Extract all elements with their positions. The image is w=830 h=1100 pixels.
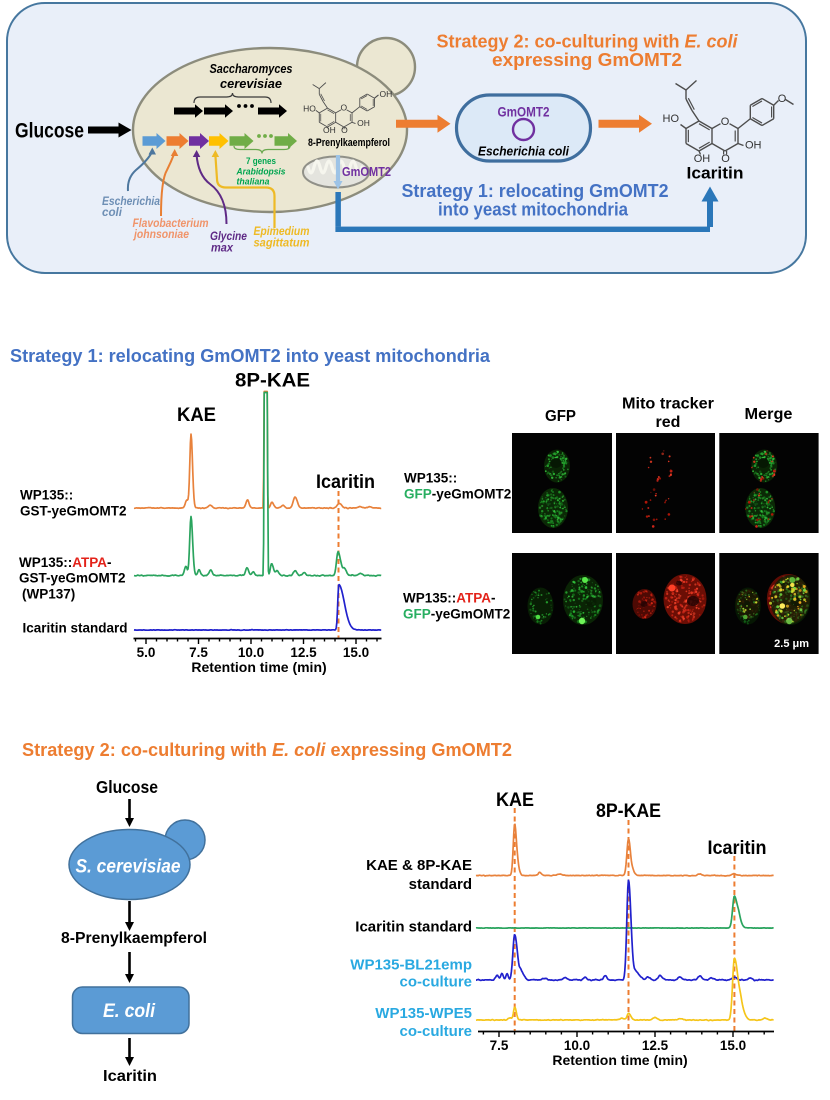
- svg-text:OH: OH: [694, 153, 711, 165]
- svg-text:7.5: 7.5: [189, 645, 208, 660]
- svg-text:Icaritin: Icaritin: [687, 164, 744, 183]
- svg-text:Glucose: Glucose: [96, 777, 158, 797]
- svg-text:7 genes: 7 genes: [246, 156, 276, 166]
- svg-text:E. coli: E. coli: [103, 1000, 156, 1022]
- svg-text:GST-yeGmOMT2: GST-yeGmOMT2: [19, 571, 126, 586]
- svg-text:Icaritin: Icaritin: [103, 1068, 157, 1085]
- svg-text:Glucose: Glucose: [15, 120, 84, 143]
- svg-text:S. cerevisiae: S. cerevisiae: [76, 857, 181, 878]
- svg-text:GFP-yeGmOMT2: GFP-yeGmOMT2: [404, 486, 511, 501]
- svg-text:cerevisiae: cerevisiae: [220, 76, 282, 91]
- svg-text:5.0: 5.0: [137, 645, 156, 660]
- svg-text:johnsoniae: johnsoniae: [132, 229, 189, 241]
- svg-text:Epimedium: Epimedium: [254, 226, 310, 238]
- svg-text:Strategy 2: co-culturing with: Strategy 2: co-culturing with E. coli ex…: [22, 739, 512, 760]
- svg-text:Icaritin: Icaritin: [708, 838, 767, 859]
- svg-text:O: O: [341, 102, 348, 112]
- svg-text:coli: coli: [102, 207, 123, 219]
- svg-text:GST-yeGmOMT2: GST-yeGmOMT2: [20, 503, 127, 518]
- svg-text:co-culture: co-culture: [399, 1023, 472, 1040]
- svg-text:Escherichia coli: Escherichia coli: [478, 145, 570, 159]
- svg-text:WP135-WPE5: WP135-WPE5: [375, 1005, 472, 1022]
- svg-text:WP135::: WP135::: [20, 488, 73, 503]
- svg-text:sagittatum: sagittatum: [254, 238, 310, 250]
- svg-text:WP135::ATPA-: WP135::ATPA-: [19, 555, 112, 570]
- svg-text:standard: standard: [409, 876, 472, 893]
- svg-text:OH: OH: [357, 118, 370, 128]
- svg-text:Retention time (min): Retention time (min): [191, 659, 326, 675]
- svg-text:GFP-yeGmOMT2: GFP-yeGmOMT2: [403, 606, 510, 621]
- svg-text:OH: OH: [745, 140, 762, 152]
- svg-text:GmOMT2: GmOMT2: [498, 105, 550, 120]
- svg-text:10.0: 10.0: [238, 645, 264, 660]
- svg-text:HO: HO: [303, 103, 316, 113]
- svg-text:HO: HO: [663, 113, 680, 125]
- svg-text:8-Prenylkaempferol: 8-Prenylkaempferol: [308, 137, 390, 149]
- svg-text:Escherichia: Escherichia: [102, 196, 161, 208]
- svg-text:Flavobacterium: Flavobacterium: [133, 218, 209, 230]
- svg-text:GFP: GFP: [545, 408, 576, 425]
- svg-text:O: O: [341, 125, 348, 135]
- svg-text:Icaritin: Icaritin: [316, 472, 375, 493]
- svg-text:WP135::ATPA-: WP135::ATPA-: [403, 591, 496, 606]
- svg-text:max: max: [211, 243, 234, 255]
- svg-text:red: red: [656, 414, 681, 431]
- svg-text:Mito tracker: Mito tracker: [622, 396, 714, 413]
- svg-text:O: O: [721, 116, 730, 128]
- svg-text:thaliana: thaliana: [237, 177, 270, 187]
- svg-text:O: O: [778, 93, 787, 105]
- svg-text:15.0: 15.0: [343, 645, 369, 660]
- svg-text:Merge: Merge: [745, 406, 793, 423]
- svg-text:2.5 μm: 2.5 μm: [774, 638, 809, 650]
- svg-text:(WP137): (WP137): [22, 587, 75, 602]
- svg-text:OH: OH: [323, 125, 336, 135]
- svg-text:expressing GmOMT2: expressing GmOMT2: [492, 50, 682, 70]
- svg-text:15.0: 15.0: [720, 1038, 746, 1053]
- svg-text:WP135-BL21emp: WP135-BL21emp: [350, 957, 472, 974]
- svg-text:Retention time (min): Retention time (min): [552, 1052, 687, 1068]
- svg-text:Strategy 2: co-culturing with: Strategy 2: co-culturing with E. coli: [437, 32, 739, 52]
- svg-text:co-culture: co-culture: [399, 974, 472, 991]
- svg-text:Strategy 1: relocating GmOMT2: Strategy 1: relocating GmOMT2: [402, 181, 669, 201]
- svg-text:KAE: KAE: [496, 790, 534, 811]
- svg-text:KAE & 8P-KAE: KAE & 8P-KAE: [366, 857, 472, 874]
- svg-text:8P-KAE: 8P-KAE: [235, 371, 310, 392]
- svg-text:Glycine: Glycine: [210, 231, 248, 243]
- svg-text:8-Prenylkaempferol: 8-Prenylkaempferol: [61, 930, 207, 947]
- svg-text:GmOMT2: GmOMT2: [342, 164, 391, 179]
- svg-text:Saccharomyces: Saccharomyces: [210, 61, 293, 76]
- svg-text:10.0: 10.0: [564, 1038, 590, 1053]
- svg-text:12.5: 12.5: [290, 645, 317, 660]
- svg-text:into yeast mitochondria: into yeast mitochondria: [438, 200, 629, 220]
- svg-text:KAE: KAE: [177, 405, 216, 426]
- svg-text:Arabidopsis: Arabidopsis: [236, 167, 286, 177]
- svg-text:12.5: 12.5: [642, 1038, 669, 1053]
- svg-text:8P-KAE: 8P-KAE: [596, 801, 661, 822]
- svg-text:Icaritin standard: Icaritin standard: [355, 919, 472, 936]
- svg-text:Strategy 1: relocating GmOMT2: Strategy 1: relocating GmOMT2 into yeast…: [10, 345, 491, 366]
- svg-text:Icaritin standard: Icaritin standard: [23, 621, 128, 636]
- svg-text:OH: OH: [380, 89, 393, 99]
- svg-text:WP135::: WP135::: [404, 471, 457, 486]
- svg-text:7.5: 7.5: [490, 1038, 509, 1053]
- svg-text:O: O: [721, 153, 730, 165]
